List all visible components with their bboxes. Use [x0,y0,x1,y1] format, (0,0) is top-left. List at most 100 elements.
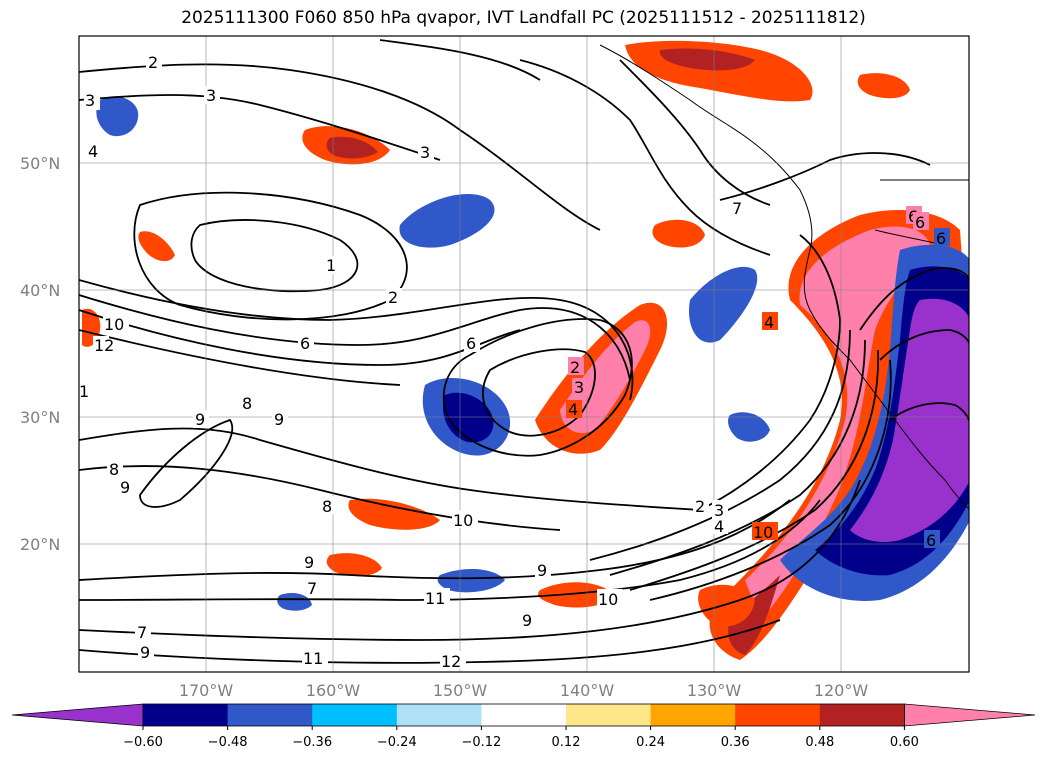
svg-text:8: 8 [109,460,119,479]
colorbar-bin [566,704,652,726]
colorbar-bin [227,704,313,726]
longitude-labels: 170°W 160°W 150°W 140°W 130°W 120°W [179,681,869,700]
colorbar-bin [735,704,821,726]
svg-text:2: 2 [570,358,580,377]
colorbar-extend-over [904,703,1036,727]
contour-label: 4 [86,142,102,161]
negative-patch-south2 [277,593,312,611]
svg-text:4: 4 [568,400,578,419]
lon-label: 130°W [687,681,742,700]
colorbar-bin [650,704,736,726]
contour-label: 9 [535,560,551,580]
contour-label: 1 [78,382,94,401]
colorbar-tick-label: −0.36 [292,735,332,750]
positive-patch-ne2 [652,219,705,248]
colorbar-frame [142,703,905,727]
colorbar-tick-label: 0.12 [552,735,581,750]
negative-patch-south [437,568,505,593]
latitude-labels: 50°N 40°N 30°N 20°N [20,154,60,554]
positive-patch-bay [698,584,755,627]
contour-label: 11 [302,648,328,668]
svg-text:3: 3 [420,143,430,162]
contour-label: 4 [762,312,778,332]
svg-text:8: 8 [242,394,252,413]
svg-text:8: 8 [322,497,332,516]
svg-text:4: 4 [764,313,774,332]
positive-patch-sw [348,498,440,530]
map-content [79,39,969,664]
svg-text:3: 3 [85,91,95,110]
contour-label: 8 [240,394,256,413]
svg-text:9: 9 [195,410,205,429]
positive-tongue-center-core [560,320,651,434]
positive-patch-ne [857,73,910,99]
contour-label: 12 [440,651,466,671]
svg-text:10: 10 [104,315,124,334]
svg-text:9: 9 [537,561,547,580]
contour-label: 2 [386,288,402,307]
contour-label: 3 [572,378,588,397]
positive-patch-west2 [138,231,175,262]
negative-patch-mid [728,412,770,442]
contour-label: 2 [568,357,584,377]
colorbar-tick-label: −0.24 [377,735,417,750]
svg-text:12: 12 [441,652,461,671]
colorbar-bin [481,704,567,726]
svg-text:9: 9 [304,553,314,572]
shaded-regions [82,40,969,660]
contour-label: 6 [934,228,950,248]
svg-text:10: 10 [453,511,473,530]
lon-label: 150°W [433,681,488,700]
svg-text:11: 11 [425,589,445,608]
colorbar-tick-label: 0.60 [890,735,919,750]
negative-blob-center-dark [442,392,494,443]
svg-text:2: 2 [388,288,398,307]
colorbar-bin [312,704,398,726]
svg-text:10: 10 [753,523,773,542]
lon-label: 170°W [179,681,234,700]
positive-plume-dark [728,575,780,655]
negative-region-east-purple [850,298,969,542]
contour-label: 7 [305,578,321,598]
contour-label: 8 [320,496,336,516]
positive-patch-alaska-dark [659,48,755,71]
svg-text:11: 11 [303,649,323,668]
colorbar-tick-label: 0.48 [805,735,834,750]
negative-blob-east [689,266,758,343]
contour-label: 3 [712,500,728,520]
contour-label: 10 [452,510,478,530]
svg-text:1: 1 [326,256,336,275]
gridlines [79,36,969,672]
svg-text:4: 4 [714,517,724,536]
contour-label: 9 [193,410,209,429]
contour-label: 9 [520,610,536,630]
lon-label: 120°W [814,681,869,700]
svg-text:9: 9 [140,643,150,662]
svg-text:9: 9 [522,611,532,630]
svg-text:4: 4 [88,142,98,161]
lat-label: 50°N [20,154,60,173]
contour-label: 3 [84,91,100,110]
svg-text:3: 3 [206,86,216,105]
contour-label: 12 [93,336,114,355]
svg-text:6: 6 [300,334,310,353]
svg-text:2: 2 [695,497,705,516]
svg-text:1: 1 [79,382,89,401]
contour-label: 10 [103,314,129,334]
contour-label: 7 [730,198,746,218]
lon-label: 140°W [560,681,615,700]
positive-patch-sw2 [326,553,382,577]
colorbar: −0.60 −0.48 −0.36 −0.24 −0.12 0.12 0.24 0.36 0.4… [11,703,1036,750]
svg-text:7: 7 [137,623,147,642]
contour-label: 6 [464,334,480,353]
contour-labels: 2 3 3 4 3 1 2 6 6 10 12 1 2 3 4 7 4 6 6 … [78,52,950,671]
lat-label: 40°N [20,281,60,300]
svg-text:9: 9 [120,478,130,497]
contour-label: 9 [118,478,134,497]
contour-label: 9 [302,552,318,572]
svg-text:2: 2 [148,53,158,72]
colorbar-extend-under [11,703,144,727]
lat-label: 30°N [20,408,60,427]
colorbar-tick-label: −0.48 [208,735,248,750]
